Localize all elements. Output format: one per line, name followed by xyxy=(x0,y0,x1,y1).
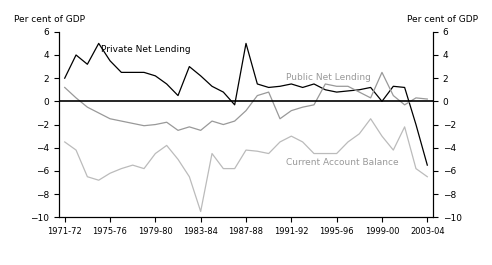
Text: Current Account Balance: Current Account Balance xyxy=(286,158,399,167)
Text: Per cent of GDP: Per cent of GDP xyxy=(14,15,85,24)
Text: Private Net Lending: Private Net Lending xyxy=(101,45,190,54)
Text: Public Net Lending: Public Net Lending xyxy=(286,73,370,82)
Text: Per cent of GDP: Per cent of GDP xyxy=(407,15,478,24)
